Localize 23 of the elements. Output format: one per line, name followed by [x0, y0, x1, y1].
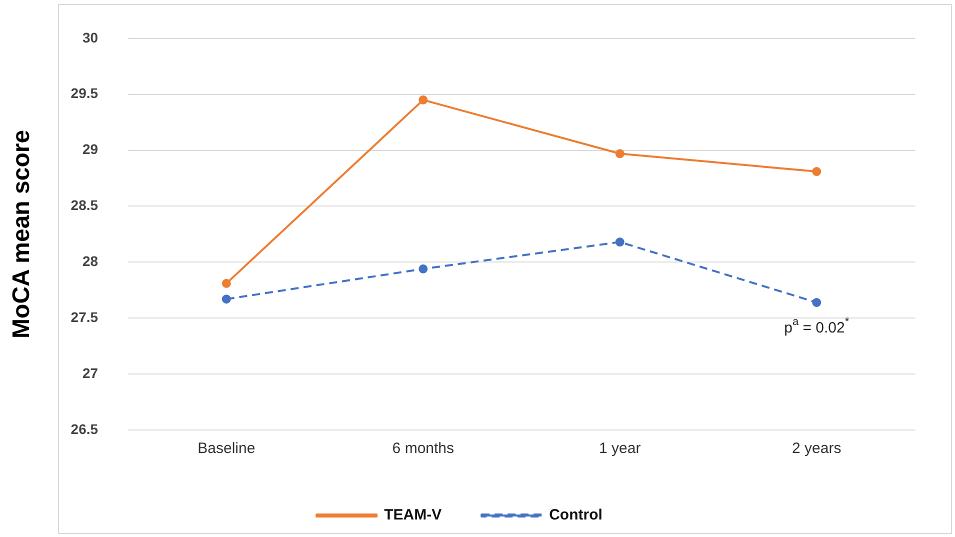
point	[418, 264, 428, 274]
point	[615, 149, 624, 158]
x-tick-label: Baseline	[198, 440, 256, 458]
x-tick-label: 2 years	[792, 440, 842, 458]
y-tick-label: 27	[82, 364, 98, 381]
y-tick-label: 30	[82, 29, 98, 46]
point	[615, 238, 624, 247]
x-tick-label: 1 year	[599, 440, 641, 458]
x-tick-label: 6 months	[392, 440, 454, 458]
y-tick-label: 29.5	[70, 85, 98, 102]
y-tick-label: 28.5	[70, 197, 98, 214]
point	[222, 278, 231, 288]
point	[222, 294, 231, 304]
y-axis-title: MoCA mean score	[8, 130, 36, 338]
legend-label: Control	[549, 506, 602, 524]
y-tick-label: 29	[82, 141, 98, 158]
y-tick-label: 28	[82, 253, 98, 270]
y-tick-label: 26.5	[70, 420, 98, 437]
point	[812, 298, 822, 307]
y-tick-label: 27.5	[70, 308, 98, 325]
point	[812, 167, 822, 176]
legend-label: TEAM-V	[384, 506, 442, 524]
point	[418, 95, 428, 104]
